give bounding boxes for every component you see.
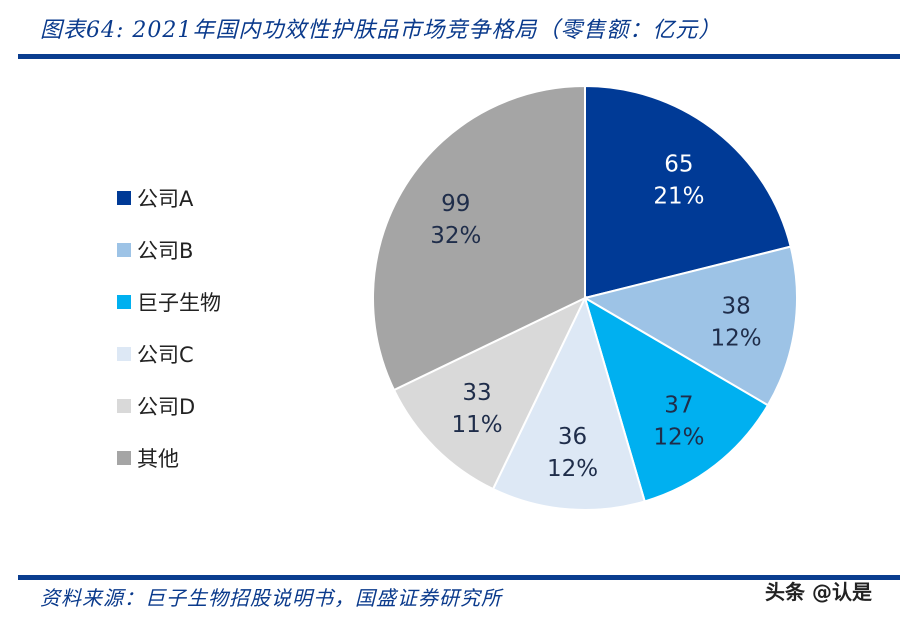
legend-item: 其他 <box>117 432 221 484</box>
legend-item: 公司B <box>117 224 221 276</box>
legend-swatch <box>117 451 131 465</box>
legend-swatch <box>117 295 131 309</box>
legend-label: 公司A <box>137 187 194 211</box>
data-label: 38 <box>721 294 750 320</box>
source-note: 资料来源：巨子生物招股说明书，国盛证券研究所 <box>40 586 502 610</box>
legend-swatch <box>117 347 131 361</box>
data-label: 37 <box>664 392 693 418</box>
watermark: 头条 @认是 <box>765 580 872 604</box>
data-label: 11% <box>452 412 503 438</box>
legend-item: 公司A <box>117 172 221 224</box>
legend-item: 公司C <box>117 328 221 380</box>
legend-swatch <box>117 191 131 205</box>
pie-slice <box>491 295 646 511</box>
pie-slice <box>372 84 586 392</box>
data-label: 99 <box>441 191 470 217</box>
data-label: 21% <box>653 184 704 210</box>
data-label: 12% <box>711 326 762 352</box>
legend: 公司A 公司B 巨子生物公司C 公司D 其他 <box>117 172 221 484</box>
data-label: 12% <box>653 424 704 450</box>
legend-label: 其他 <box>137 447 179 471</box>
top-rule <box>18 54 900 59</box>
legend-item: 公司D <box>117 380 221 432</box>
data-label: 33 <box>462 380 491 406</box>
legend-label: 公司C <box>137 343 194 367</box>
bottom-rule <box>18 575 900 580</box>
legend-item: 巨子生物 <box>117 276 221 328</box>
legend-label: 公司D <box>137 395 196 419</box>
pie-slice <box>392 295 588 491</box>
data-label: 32% <box>430 223 481 249</box>
pie-slice <box>584 84 792 300</box>
legend-swatch <box>117 243 131 257</box>
data-label: 65 <box>664 152 693 178</box>
legend-label: 巨子生物 <box>137 291 221 315</box>
pie-slice <box>582 245 798 407</box>
data-label: 36 <box>558 424 587 450</box>
chart-title: 图表64: 2021年国内功效性护肤品市场竞争格局（零售额：亿元） <box>40 18 722 43</box>
legend-swatch <box>117 399 131 413</box>
data-label: 12% <box>547 456 598 482</box>
legend-label: 公司B <box>137 239 194 263</box>
